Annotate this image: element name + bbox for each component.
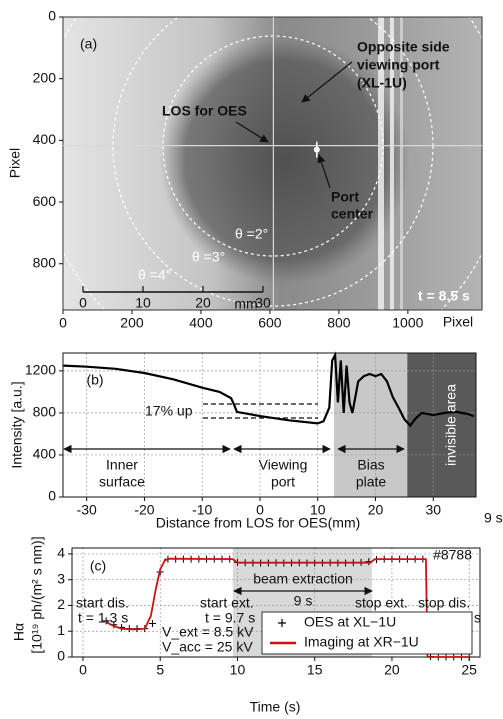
annotation: #8788 — [433, 547, 472, 563]
legend-box — [261, 611, 473, 655]
image-frame — [62, 16, 483, 311]
plot-frame — [62, 352, 477, 498]
annotation: center — [331, 206, 374, 222]
annotation: 17% up — [145, 403, 193, 419]
scale-label: 0 — [79, 295, 87, 311]
x-tick-label: 30 — [425, 502, 441, 518]
x-tick-label: 0 — [59, 315, 67, 331]
y-tick-label: 0 — [48, 8, 56, 24]
x-tick-label: 25 — [461, 662, 477, 678]
region-label: invisible area — [443, 384, 459, 466]
plot-frame — [71, 547, 481, 658]
y-tick-label: 200 — [33, 69, 57, 85]
x-tick-label: 20 — [384, 662, 400, 678]
annotation: viewing port — [357, 57, 440, 73]
y-tick-label: 1200 — [25, 362, 56, 378]
annotation: stop dis. — [418, 595, 470, 611]
annotation: surface — [99, 474, 145, 490]
annotation: t = 1.3 s — [78, 610, 128, 626]
x-tick-label: 10 — [310, 502, 326, 518]
x-tick-label: 20 — [368, 502, 384, 518]
scale-label: 10 — [135, 295, 151, 311]
y-tick-label: 800 — [33, 404, 57, 420]
annotation: LOS for OES — [162, 103, 247, 119]
x-axis-label: Pixel — [443, 314, 473, 330]
x-tick-label: 200 — [120, 315, 144, 331]
data-point — [148, 620, 156, 628]
annotation: Port — [331, 189, 359, 205]
x-tick-label: 1000 — [392, 315, 423, 331]
annotation: θ =2° — [235, 226, 268, 242]
x-tick-label: 10 — [230, 662, 246, 678]
y-tick-label: 0 — [57, 648, 65, 664]
legend-marker — [278, 619, 286, 627]
x-tick-label: 0 — [79, 662, 87, 678]
y-tick-label: 800 — [33, 254, 57, 270]
annotation: θ =4° — [138, 267, 171, 283]
y-tick-label: 2 — [57, 596, 65, 612]
y-axis-label: [10¹⁹ ph/(m² s nm)] — [29, 536, 45, 653]
legend-label: Imaging at XR−1U — [304, 634, 419, 650]
data-point — [102, 617, 110, 625]
arrows — [63, 61, 405, 596]
annotation: V_ext = 8.5 kV — [162, 624, 254, 640]
annotation: stop ext. — [355, 595, 408, 611]
annotation: port — [271, 474, 295, 490]
x-axis-label: Distance from LOS for OES(mm) — [156, 515, 361, 531]
annotation: t = 9.7 s — [205, 610, 255, 626]
y-axis-label: Intensity [a.u.] — [9, 381, 25, 468]
x-tick-label: -30 — [77, 502, 97, 518]
y-tick-label: 4 — [57, 545, 65, 561]
x-tick-label: 0 — [256, 502, 264, 518]
annotation: 9 s — [294, 593, 313, 609]
y-tick-label: 400 — [33, 131, 57, 147]
y-tick-label: 400 — [33, 446, 57, 462]
annotation: Opposite side — [357, 39, 450, 55]
region-label: plate — [356, 474, 387, 490]
x-tick-label: 600 — [258, 315, 282, 331]
data-line — [63, 351, 475, 428]
annotation: start dis. — [76, 595, 129, 611]
annotation: t = 8.5 s — [418, 288, 470, 304]
scale-label: 20 — [195, 295, 211, 311]
legend-label: OES at XL−1U — [304, 614, 396, 630]
scale-unit: mm — [234, 296, 257, 312]
annotation: θ =3° — [192, 249, 225, 265]
panel-label: (b) — [86, 372, 103, 388]
camera-image — [63, 17, 482, 310]
y-axis-label: Pixel — [7, 148, 23, 178]
panel-label: (a) — [80, 36, 97, 52]
panel-label: (c) — [90, 558, 106, 574]
annotation: start ext. — [200, 595, 254, 611]
annotation: Viewing — [259, 457, 308, 473]
y-tick-label: 0 — [48, 488, 56, 504]
x-axis-label: Time (s) — [250, 699, 301, 715]
y-tick-label: 3 — [57, 570, 65, 586]
x-tick-label: 800 — [327, 315, 351, 331]
annotation: (XL-1U) — [357, 75, 407, 91]
data-line — [105, 557, 470, 658]
annotation: 9 s — [484, 510, 503, 526]
y-tick-label: 1 — [57, 622, 65, 638]
x-tick-label: -20 — [134, 502, 154, 518]
y-tick-label: 600 — [33, 193, 57, 209]
x-tick-label: 5 — [156, 662, 164, 678]
x-tick-label: 15 — [307, 662, 323, 678]
region-label: Bias — [357, 457, 384, 473]
annotation: V_acc = 25 kV — [162, 639, 253, 655]
x-tick-label: -10 — [192, 502, 212, 518]
region — [407, 353, 476, 497]
x-tick-label: 400 — [189, 315, 213, 331]
y-axis-label: Hα — [11, 623, 27, 641]
scale-label: 30 — [255, 295, 271, 311]
plots: 0 200 400 600 800 10000200400600800(a)PixelPi… — [7, 8, 503, 715]
annotation: beam extraction — [253, 571, 353, 587]
annotation: Inner — [106, 457, 138, 473]
